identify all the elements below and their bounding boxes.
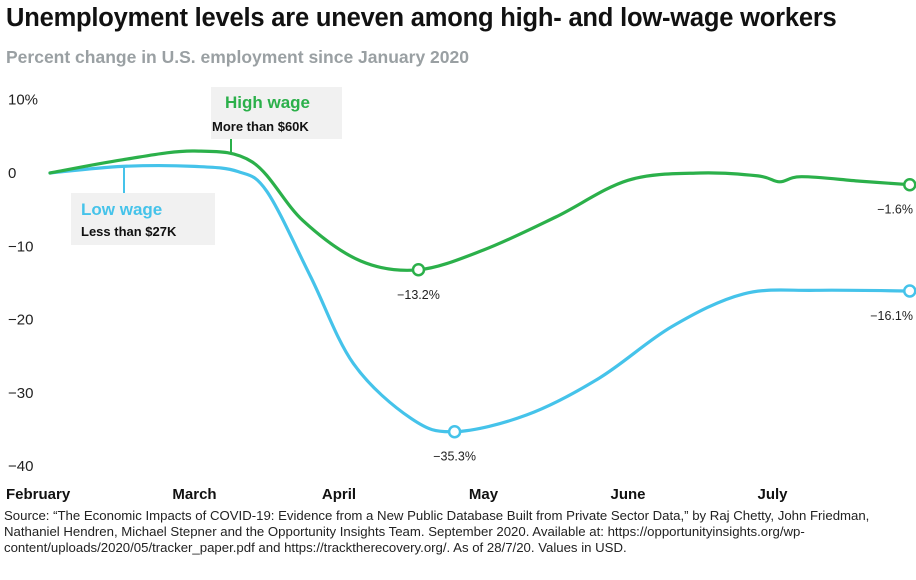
legend-low-wage: Low wage xyxy=(81,200,162,219)
y-axis-ticks: 10% 0 −10 −20 −30 −40 xyxy=(8,92,38,476)
series-label-low-wage: Low wage Less than $27K xyxy=(71,166,215,245)
x-tick-label: February xyxy=(6,486,71,503)
y-tick-label: 0 xyxy=(8,165,16,182)
data-point-high-wage xyxy=(411,263,426,277)
x-tick-label: July xyxy=(757,486,788,503)
line-chart: 10% 0 −10 −20 −30 −40 February March April May Ju… xyxy=(6,87,916,503)
chart-title: Unemployment levels are uneven among hig… xyxy=(6,4,837,32)
data-point-low-wage xyxy=(447,424,462,439)
series-label-box xyxy=(71,193,215,245)
x-tick-label: March xyxy=(172,486,216,503)
x-tick-label: May xyxy=(469,486,499,503)
legend-low-wage-range: Less than $27K xyxy=(81,224,177,239)
y-tick-label: −20 xyxy=(8,312,33,329)
data-label-high-wage: −13.2% xyxy=(397,288,440,302)
x-tick-label: June xyxy=(610,486,645,503)
x-tick-label: April xyxy=(322,486,356,503)
series-line-low-wage xyxy=(48,164,912,434)
data-label-low-wage: −16.1% xyxy=(870,309,913,323)
data-point-high-wage xyxy=(903,177,916,192)
y-tick-label: −30 xyxy=(8,385,33,402)
y-tick-label: 10% xyxy=(8,92,38,109)
chart-subtitle: Percent change in U.S. employment since … xyxy=(6,47,469,67)
data-label-high-wage: −1.6% xyxy=(877,203,913,217)
y-tick-label: −40 xyxy=(8,458,33,475)
x-axis-ticks: February March April May June July xyxy=(6,486,788,503)
series-markers: −13.2% −1.6% −35.3% −16.1% xyxy=(397,177,916,464)
series-line-high-wage xyxy=(48,149,912,272)
legend-high-wage: High wage xyxy=(225,93,310,112)
series-label-high-wage: High wage More than $60K xyxy=(211,87,342,153)
series-lines xyxy=(48,149,912,434)
y-tick-label: −10 xyxy=(8,238,33,255)
legend-high-wage-range: More than $60K xyxy=(212,119,309,134)
source-note: Source: “The Economic Impacts of COVID-1… xyxy=(4,508,870,555)
data-point-low-wage xyxy=(903,284,916,298)
data-label-low-wage: −35.3% xyxy=(433,450,476,464)
series-label-box xyxy=(211,87,342,139)
